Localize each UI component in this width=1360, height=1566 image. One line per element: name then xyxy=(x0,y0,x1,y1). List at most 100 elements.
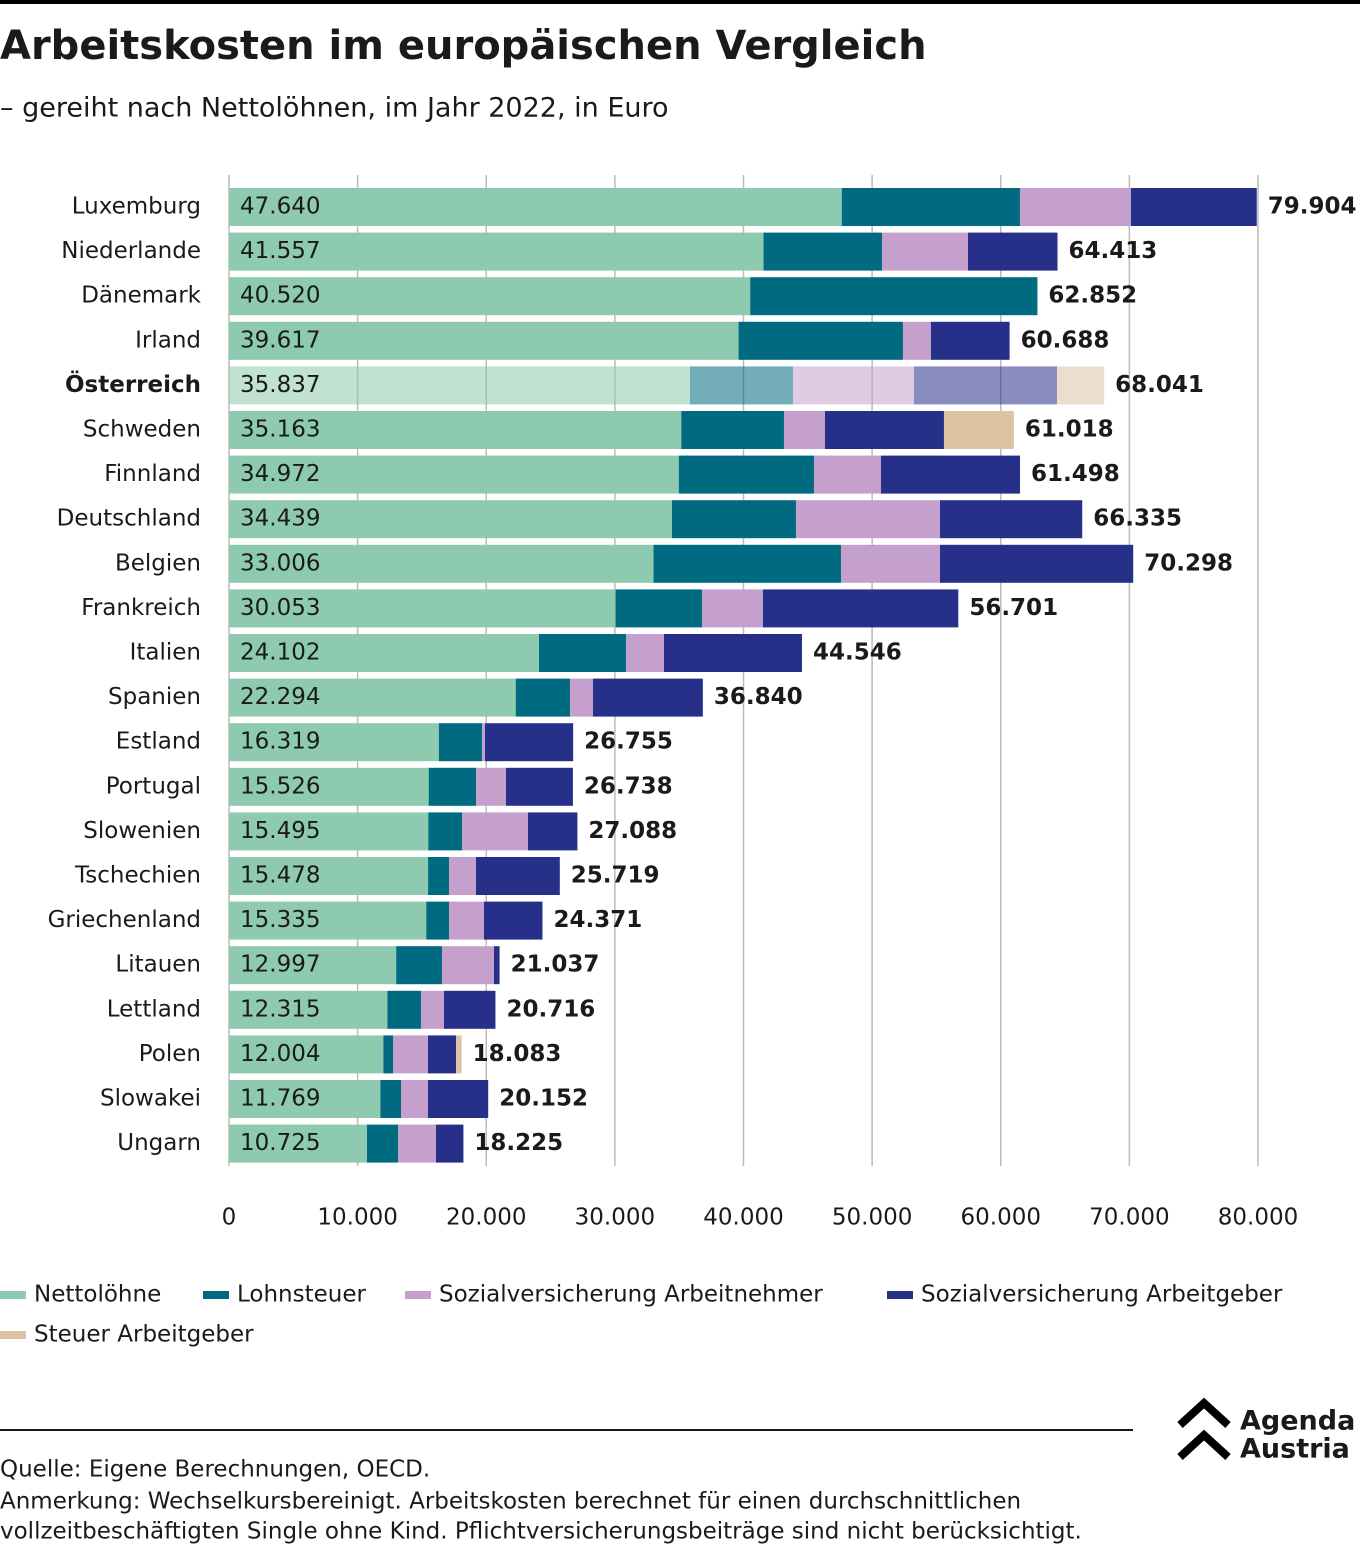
bar-segment xyxy=(428,767,476,806)
logo-text: Austria xyxy=(1240,1434,1350,1465)
total-label: 70.298 xyxy=(1144,550,1233,576)
y-tick-label: Schweden xyxy=(83,417,201,443)
bar-segment xyxy=(795,500,940,539)
data-label: 22.294 xyxy=(240,684,320,710)
bar-segment xyxy=(484,723,574,762)
total-label: 66.335 xyxy=(1093,506,1182,532)
total-label: 20.152 xyxy=(499,1086,588,1112)
bar-segment xyxy=(625,634,664,672)
bar-segment xyxy=(448,857,476,895)
y-tick-label: Griechenland xyxy=(48,907,201,933)
bar-segment xyxy=(441,946,494,985)
bar-segment xyxy=(398,1124,436,1163)
bar-segment xyxy=(229,990,388,1029)
data-label: 12.315 xyxy=(240,996,320,1022)
y-tick-label: Frankreich xyxy=(81,595,201,621)
y-tick-label: Ungarn xyxy=(117,1130,201,1156)
x-tick-label: 30.000 xyxy=(575,1205,655,1231)
bar-segment xyxy=(229,678,516,717)
total-label: 56.701 xyxy=(969,595,1058,621)
bar-segment xyxy=(689,366,793,405)
total-label: 26.738 xyxy=(584,773,673,799)
bar-segment xyxy=(229,634,540,672)
bar-segment xyxy=(443,990,496,1029)
data-label: 34.439 xyxy=(240,506,320,532)
y-tick-label: Finnland xyxy=(104,461,201,487)
bar-segment xyxy=(913,366,1057,405)
total-label: 36.840 xyxy=(714,684,803,710)
bar-segment xyxy=(229,901,427,940)
data-label: 40.520 xyxy=(240,283,320,309)
y-tick-label: Spanien xyxy=(108,684,201,710)
bar-segment xyxy=(762,589,959,628)
bar-segment xyxy=(527,812,578,851)
bar-segment xyxy=(428,812,462,851)
logo-text: Agenda xyxy=(1240,1406,1355,1437)
data-label: 24.102 xyxy=(240,640,320,666)
bar-segment xyxy=(229,544,654,583)
total-label: 61.498 xyxy=(1031,461,1120,487)
bar-segment xyxy=(481,723,485,762)
bar-segment xyxy=(229,812,429,851)
total-label: 20.716 xyxy=(506,996,595,1022)
y-tick-label: Dänemark xyxy=(81,283,201,309)
total-label: 18.225 xyxy=(474,1130,563,1156)
note: Anmerkung: Wechselkursbereinigt. Arbeits… xyxy=(0,1489,1021,1515)
bar-segment xyxy=(475,767,506,806)
data-label: 30.053 xyxy=(240,595,320,621)
bar-segment xyxy=(943,411,1014,449)
total-label: 26.755 xyxy=(584,729,673,755)
bar-segment xyxy=(229,188,842,226)
data-label: 12.997 xyxy=(240,952,320,978)
y-tick-label: Slowakei xyxy=(100,1086,201,1112)
legend-label: Lohnsteuer xyxy=(237,1282,367,1308)
y-tick-label: Irland xyxy=(135,327,201,353)
bar-segment xyxy=(930,321,1010,360)
bar-segment xyxy=(1130,188,1257,226)
bar-segment xyxy=(475,857,560,895)
legend-swatch xyxy=(0,1331,26,1339)
y-tick-label: Lettland xyxy=(107,996,201,1022)
legend-label: Sozialversicherung Arbeitgeber xyxy=(921,1282,1283,1308)
legend-swatch xyxy=(0,1291,26,1299)
logo-icon xyxy=(1177,1397,1231,1460)
data-label: 41.557 xyxy=(240,238,320,264)
note: vollzeitbeschäftigten Single ohne Kind. … xyxy=(0,1519,1082,1545)
x-tick-label: 20.000 xyxy=(446,1205,526,1231)
data-label: 12.004 xyxy=(240,1041,320,1067)
bar-segment xyxy=(229,946,397,985)
y-tick-label: Tschechien xyxy=(74,863,201,889)
bar-segment xyxy=(229,857,429,895)
bar-segment xyxy=(229,1035,384,1074)
bar-segment xyxy=(380,1080,401,1118)
x-tick-label: 0 xyxy=(222,1205,237,1231)
bar-segment xyxy=(427,1080,489,1118)
bar-segment xyxy=(435,1124,464,1163)
total-label: 60.688 xyxy=(1021,327,1110,353)
x-tick-label: 40.000 xyxy=(703,1205,783,1231)
bar-segment xyxy=(678,455,814,494)
legend-label: Steuer Arbeitgeber xyxy=(34,1322,254,1348)
y-tick-label: Italien xyxy=(130,640,201,666)
bar-segment xyxy=(881,232,968,271)
bar-segment xyxy=(841,188,1020,226)
y-tick-label: Deutschland xyxy=(57,506,201,532)
bar-segment xyxy=(461,812,528,851)
bar-segment xyxy=(738,321,903,360)
bar-segment xyxy=(229,411,682,449)
bar-segment xyxy=(383,1035,393,1074)
data-label: 35.837 xyxy=(240,372,320,398)
bar-segment xyxy=(229,321,739,360)
bar-segment xyxy=(880,455,1021,494)
y-tick-label: Luxemburg xyxy=(72,194,201,220)
y-tick-label: Estland xyxy=(116,729,201,755)
bar-segment xyxy=(939,500,1083,539)
bar-segment xyxy=(427,1035,456,1074)
bar-segment xyxy=(671,500,796,539)
bar-segment xyxy=(229,232,764,271)
bar-segment xyxy=(229,1124,367,1163)
bar-segment xyxy=(229,500,672,539)
bar-segment xyxy=(448,901,484,940)
total-label: 25.719 xyxy=(571,863,660,889)
